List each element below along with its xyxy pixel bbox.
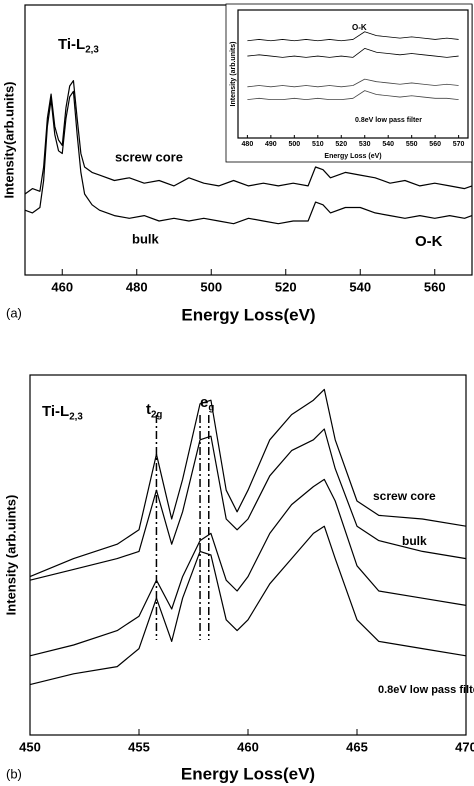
plot-frame xyxy=(29,374,467,736)
series-line xyxy=(29,388,467,578)
annotation-text: O-K xyxy=(352,23,367,32)
annotation: Ti-L2,3 xyxy=(58,36,99,55)
x-tick-label: 520 xyxy=(275,279,297,294)
annotation: Ti-L2,3 xyxy=(42,403,83,422)
series-line xyxy=(29,525,467,686)
x-tick-label: 570 xyxy=(453,141,465,148)
x-tick-label: 460 xyxy=(51,279,73,294)
series-line xyxy=(247,48,459,58)
series-label: screw core xyxy=(115,149,183,164)
annotation-text: t xyxy=(146,401,151,418)
annotation-text: e xyxy=(200,394,208,411)
x-tick-label: 560 xyxy=(429,141,441,148)
x-tick-label: 550 xyxy=(406,141,418,148)
x-tick-label: 460 xyxy=(237,739,259,754)
y-axis-title: Intensity (arb.units) xyxy=(230,42,237,107)
annotation-text: Ti-L xyxy=(42,403,69,420)
x-tick-label: 560 xyxy=(424,279,446,294)
annotation: O-K xyxy=(415,233,443,250)
annotation-subscript: 2g xyxy=(151,409,162,420)
series-line xyxy=(247,31,459,42)
y-axis-title: Intensity(arb.units) xyxy=(1,81,16,198)
panel-label: (b) xyxy=(6,766,22,781)
panel-label: (a) xyxy=(6,305,22,320)
x-tick-label: 540 xyxy=(349,279,371,294)
series-line xyxy=(247,78,459,88)
series-label: screw core xyxy=(373,489,436,503)
annotation-text: Ti-L xyxy=(58,36,85,53)
x-tick-label: 520 xyxy=(335,141,347,148)
annotation-text: 0.8eV low pass filter xyxy=(355,117,422,124)
x-tick-label: 510 xyxy=(312,141,324,148)
annotation-subscript: 2,3 xyxy=(69,411,83,422)
x-axis-title: Energy Loss (eV) xyxy=(324,153,381,160)
x-tick-label: 530 xyxy=(359,141,371,148)
x-tick-label: 540 xyxy=(382,141,394,148)
x-tick-label: 465 xyxy=(346,739,368,754)
plot-frame xyxy=(237,9,469,139)
x-tick-label: 480 xyxy=(126,279,148,294)
annotation-subscript: g xyxy=(208,402,214,413)
y-axis-title: Intensity (arb.uints) xyxy=(3,495,18,616)
annotation-subscript: 2,3 xyxy=(85,44,99,55)
series-line xyxy=(29,478,467,657)
x-tick-label: 455 xyxy=(128,739,150,754)
series-line xyxy=(247,90,459,100)
x-tick-label: 470 xyxy=(455,739,474,754)
annotation: 0.8eV low pass filter xyxy=(378,684,474,696)
series-line xyxy=(24,80,473,195)
x-axis-title: Energy Loss(eV) xyxy=(181,305,315,324)
x-tick-label: 500 xyxy=(288,141,300,148)
annotation-text: O-K xyxy=(415,233,443,250)
inset-background xyxy=(225,3,473,163)
series-label: bulk xyxy=(132,231,159,246)
series-label: bulk xyxy=(402,534,427,548)
x-tick-label: 490 xyxy=(265,141,277,148)
annotation: t2g xyxy=(146,401,162,420)
x-tick-label: 500 xyxy=(200,279,222,294)
annotation: 0.8eV low pass filter xyxy=(355,117,422,124)
annotation: O-K xyxy=(352,23,367,32)
annotation: eg xyxy=(200,394,214,413)
x-tick-label: 450 xyxy=(19,739,41,754)
x-axis-title: Energy Loss(eV) xyxy=(181,764,315,783)
x-tick-label: 480 xyxy=(242,141,254,148)
series-line xyxy=(24,90,473,225)
annotation-text: 0.8eV low pass filter xyxy=(378,684,474,696)
series-line xyxy=(29,428,467,581)
